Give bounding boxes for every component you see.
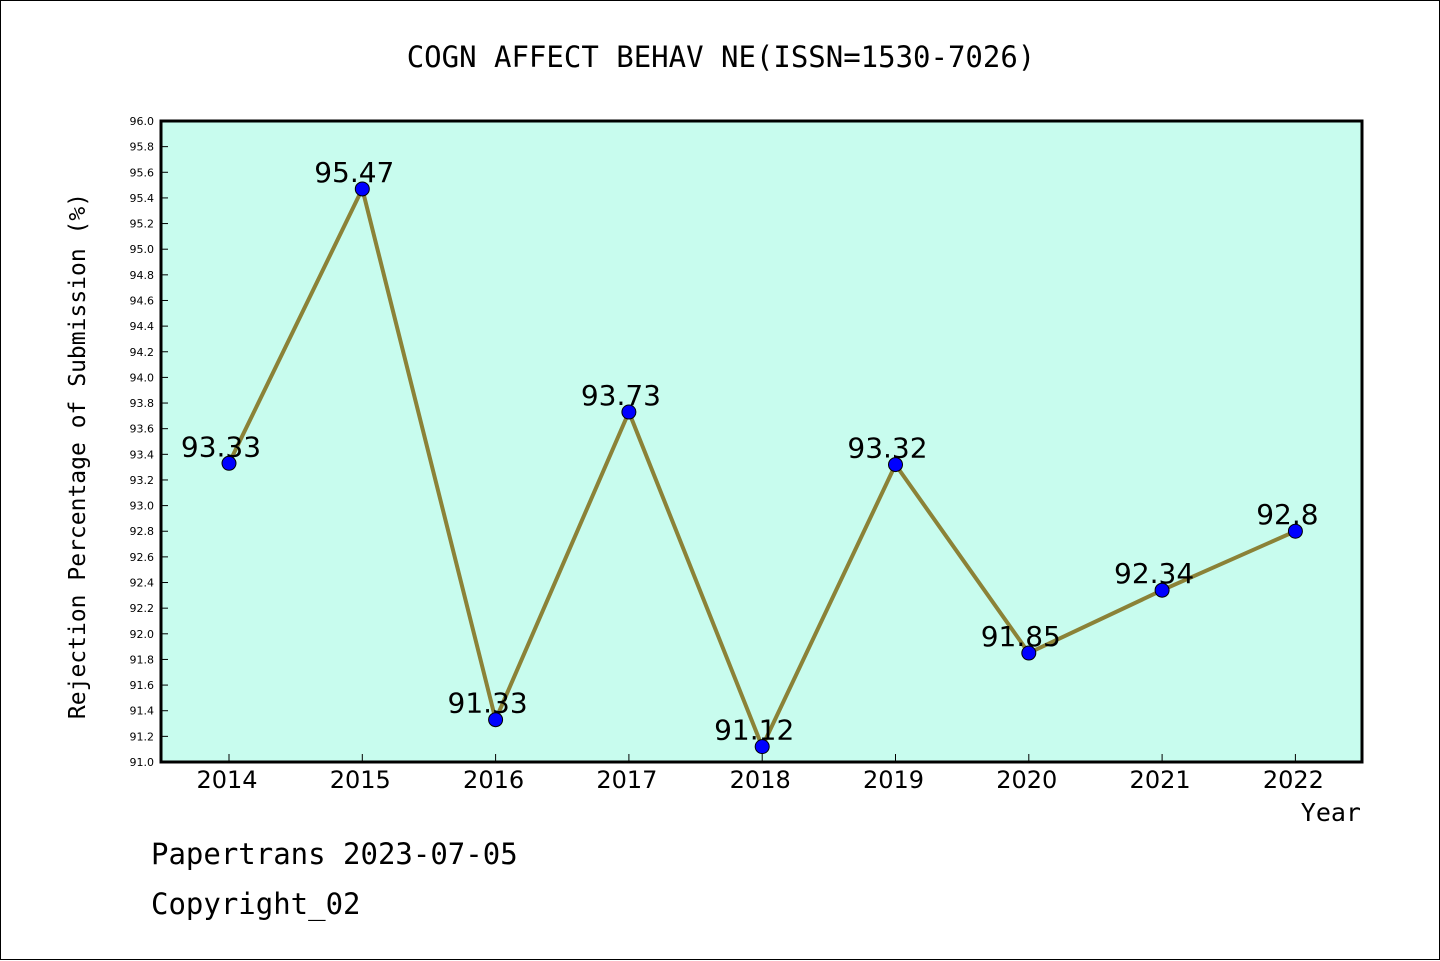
y-tick-label: 93.0 [130, 500, 155, 513]
y-tick-label: 94.4 [130, 320, 155, 333]
x-tick-label: 2017 [596, 766, 657, 794]
data-label: 91.33 [448, 687, 528, 720]
y-tick-label: 91.4 [130, 705, 155, 718]
footer-date-text: Papertrans 2023-07-05 [151, 837, 518, 871]
data-point [888, 457, 903, 473]
footer-copyright-text: Copyright_02 [151, 887, 361, 921]
data-label: 91.85 [981, 620, 1061, 653]
x-tick-label: 2022 [1263, 766, 1324, 794]
data-label: 92.8 [1256, 498, 1318, 531]
series-group [221, 181, 1303, 755]
x-axis-label: Year [1301, 798, 1361, 827]
data-label: 93.33 [181, 430, 261, 463]
y-tick-label: 95.2 [130, 218, 155, 231]
data-labels-group: 93.33 95.47 91.33 93.73 91.12 93.32 91.85 92.34… [181, 156, 1319, 747]
data-point [488, 712, 504, 728]
y-tick-label: 93.4 [130, 448, 155, 461]
y-tick-label: 94.8 [130, 269, 155, 282]
data-point [754, 739, 770, 755]
data-point [621, 404, 637, 420]
y-tick-label: 91.2 [130, 730, 155, 743]
data-label: 93.32 [847, 432, 927, 465]
x-tick-label: 2016 [463, 766, 524, 794]
x-axis-ticks: 2014 2015 2016 2017 2018 2019 2020 2021 2022 [196, 754, 1324, 794]
x-tick-label: 2021 [1130, 766, 1191, 794]
data-point [1154, 582, 1170, 598]
data-point [221, 455, 237, 471]
y-tick-label: 93.8 [130, 397, 155, 410]
y-tick-label: 95.6 [130, 166, 155, 179]
y-tick-label: 93.6 [130, 423, 155, 436]
data-point [1287, 523, 1303, 539]
y-tick-label: 94.6 [130, 294, 155, 307]
y-tick-label: 91.8 [130, 653, 155, 666]
y-tick-label: 92.0 [130, 628, 155, 641]
y-tick-label: 92.4 [130, 577, 155, 590]
x-tick-label: 2020 [996, 766, 1057, 794]
y-tick-label: 92.8 [130, 525, 155, 538]
y-tick-label: 95.8 [130, 141, 155, 154]
data-point [354, 181, 370, 197]
y-tick-label: 94.0 [130, 371, 155, 384]
y-tick-label: 91.0 [130, 756, 155, 769]
data-label: 91.12 [714, 714, 794, 747]
data-label: 93.73 [581, 379, 661, 412]
x-tick-label: 2014 [196, 766, 257, 794]
y-tick-label: 91.6 [130, 679, 155, 692]
y-tick-label: 92.6 [130, 551, 155, 564]
y-tick-label: 92.2 [130, 602, 155, 615]
data-label: 92.34 [1114, 557, 1194, 590]
plot-area [159, 119, 1364, 764]
y-tick-label: 93.2 [130, 474, 155, 487]
x-tick-label: 2019 [863, 766, 924, 794]
x-tick-label: 2015 [330, 766, 391, 794]
y-axis-ticks: 91.0 91.2 91.4 91.6 91.8 92.0 92.2 92.4 92.6 92.8… [130, 115, 168, 769]
y-tick-label: 94.2 [130, 346, 155, 359]
y-tick-label: 95.4 [130, 192, 155, 205]
x-tick-label: 2018 [730, 766, 791, 794]
y-tick-label: 96.0 [130, 115, 155, 128]
y-axis-label: Rejection Percentage of Submission (%) [65, 193, 91, 719]
chart-title: COGN AFFECT BEHAV NE(ISSN=1530-7026) [407, 40, 1036, 74]
y-tick-label: 95.0 [130, 243, 155, 256]
data-point [1021, 645, 1037, 661]
data-label: 95.47 [314, 156, 394, 189]
